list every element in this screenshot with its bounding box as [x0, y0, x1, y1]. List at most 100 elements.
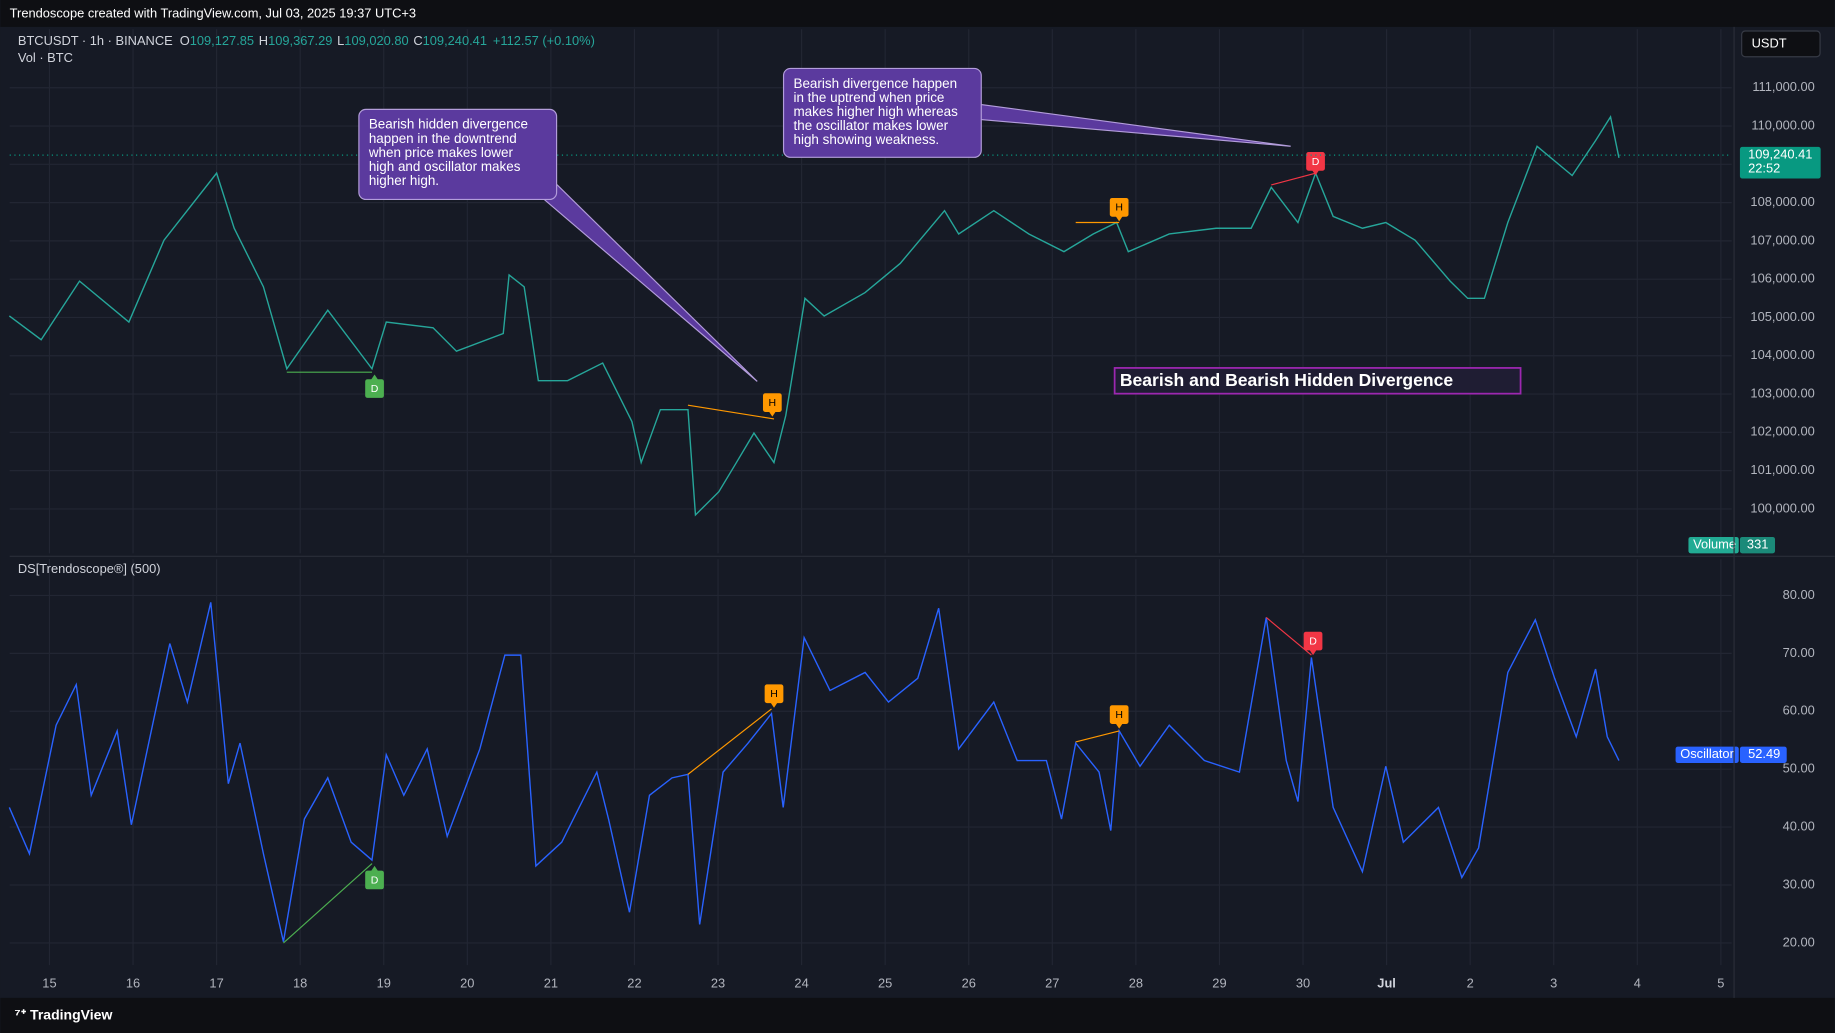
x-tick-label: 21 [544, 975, 558, 990]
divergence-marker: H [764, 684, 784, 708]
divergence-marker: D [1306, 152, 1325, 176]
callout-box [782, 67, 982, 158]
y-tick-label: 60.00 [1783, 703, 1815, 718]
x-tick-label: 17 [209, 975, 223, 990]
oscillator-tag-value-box [1739, 746, 1787, 763]
y-tick-label: 104,000.00 [1750, 347, 1814, 362]
y-tick-label: 105,000.00 [1750, 309, 1814, 324]
marker-box [1109, 197, 1129, 217]
callout-text: high showing weakness. [793, 132, 939, 147]
ohlc-key: H [259, 34, 268, 49]
marker-box [1109, 705, 1129, 724]
x-tick-label: 18 [293, 975, 307, 990]
marker-label: H [769, 397, 777, 409]
divergence-line [1075, 730, 1120, 743]
marker-box [1303, 631, 1323, 651]
price-line [8, 115, 1620, 517]
divergence-marker: D [365, 865, 384, 890]
callout-text: in the uptrend when price [793, 90, 944, 105]
marker-label: D [371, 383, 379, 395]
divergence-marker: D [365, 374, 384, 398]
x-tick-label: 4 [1634, 975, 1641, 990]
symbol: BTCUSDT · 1h · BINANCE [18, 34, 173, 49]
y-tick-label: 70.00 [1783, 645, 1815, 660]
y-tick-label: 20.00 [1783, 934, 1815, 949]
divergence-marker: D [1303, 631, 1323, 656]
marker-label: H [1115, 709, 1123, 721]
callout: Bearish divergence happen in the uptrend… [782, 67, 1291, 158]
oscillator-line [8, 602, 1620, 942]
y-tick-label: 30.00 [1783, 876, 1815, 891]
x-tick-label: 28 [1129, 975, 1143, 990]
divergence-line [1271, 172, 1316, 186]
marker-box [365, 870, 384, 890]
y-tick-label: 40.00 [1783, 818, 1815, 833]
y-tick-label: 110,000.00 [1751, 117, 1814, 132]
callout-text: Bearish hidden divergence [369, 117, 528, 132]
callout-text: makes higher high whereas [793, 104, 958, 119]
y-tick-label: 111,000.00 [1752, 79, 1814, 94]
y-tick-label: 100,000.00 [1750, 500, 1814, 515]
x-tick-label: 20 [460, 975, 474, 990]
legend: BTCUSDT · 1h · BINANCE O109,127.85 H109,36… [18, 34, 595, 49]
volume-tag-name: Volume [1693, 537, 1736, 552]
top-bar [0, 0, 1835, 27]
volume-tag-value: 331 [1747, 537, 1768, 552]
divergence-marker: H [762, 393, 782, 417]
y-tick-label: 108,000.00 [1750, 194, 1814, 209]
oscillator-tag-value: 52.49 [1748, 746, 1780, 761]
x-tick-label: Jul [1377, 975, 1396, 990]
y-tick-label: 101,000.00 [1750, 462, 1814, 477]
x-tick-label: 30 [1296, 975, 1310, 990]
ohlc-key: C [413, 34, 422, 49]
x-tick-label: 19 [377, 975, 391, 990]
ohlc-value: 109,240.41 [423, 34, 487, 49]
y-tick-label: 102,000.00 [1750, 424, 1814, 439]
oscillator-title: DS[Trendoscope®] (500) [18, 561, 161, 576]
x-tick-label: 23 [711, 975, 725, 990]
plots: 15 16 17 18 19 20 21 22 23 24 25 26 27 28 29 30 Jul 2 3 4 51… [8, 29, 1821, 990]
marker-label: H [770, 688, 778, 700]
callout-box [358, 108, 558, 201]
divergence-line [687, 708, 772, 775]
change: +112.57 (+0.10%) [493, 34, 595, 49]
callout-text: high and oscillator makes [369, 159, 521, 174]
y-tick-label: 80.00 [1783, 587, 1815, 602]
oscillator-tag-name: Oscillator [1680, 746, 1734, 761]
marker-label: D [1312, 156, 1320, 168]
callout: Bearish hidden divergence happen in the … [358, 108, 758, 382]
banner: Bearish and Bearish Hidden Divergence [1120, 370, 1453, 390]
banner-box [1113, 367, 1522, 395]
marker-label: D [1309, 635, 1317, 647]
y-tick-label: 103,000.00 [1750, 385, 1814, 400]
logo: ⁷ᐩ TradingView [14, 1006, 112, 1023]
y-tick-label: 107,000.00 [1750, 232, 1814, 247]
bottom-bar [0, 997, 1835, 1033]
volume-tag-box [1688, 536, 1739, 554]
x-tick-label: 3 [1550, 975, 1557, 990]
y-tick-label: 106,000.00 [1750, 271, 1814, 286]
currency-button[interactable] [1741, 30, 1821, 58]
ohlc-key: L [337, 34, 344, 49]
callout-text: happen in the downtrend [369, 131, 517, 146]
x-tick-label: 5 [1717, 975, 1724, 990]
callout-text: Bearish divergence happen [793, 76, 957, 91]
callout-text: the oscillator makes lower [793, 118, 948, 133]
callout-text: higher high. [369, 173, 439, 188]
logo-mark: ⁷ᐩ [14, 1006, 26, 1023]
ohlc-value: 109,020.80 [344, 34, 408, 49]
currency[interactable]: USDT [1752, 35, 1787, 50]
divergence-line [283, 863, 373, 944]
x-tick-label: 26 [962, 975, 976, 990]
price-tag [1739, 146, 1821, 179]
credit: Trendoscope created with TradingView.com… [10, 5, 416, 20]
marker-box [1306, 152, 1325, 171]
marker-box [365, 379, 384, 398]
x-tick-label: 27 [1045, 975, 1059, 990]
x-tick-label: 24 [794, 975, 808, 990]
x-tick-label: 16 [126, 975, 140, 990]
marker-label: H [1115, 202, 1123, 214]
logo-text: TradingView [30, 1006, 112, 1022]
